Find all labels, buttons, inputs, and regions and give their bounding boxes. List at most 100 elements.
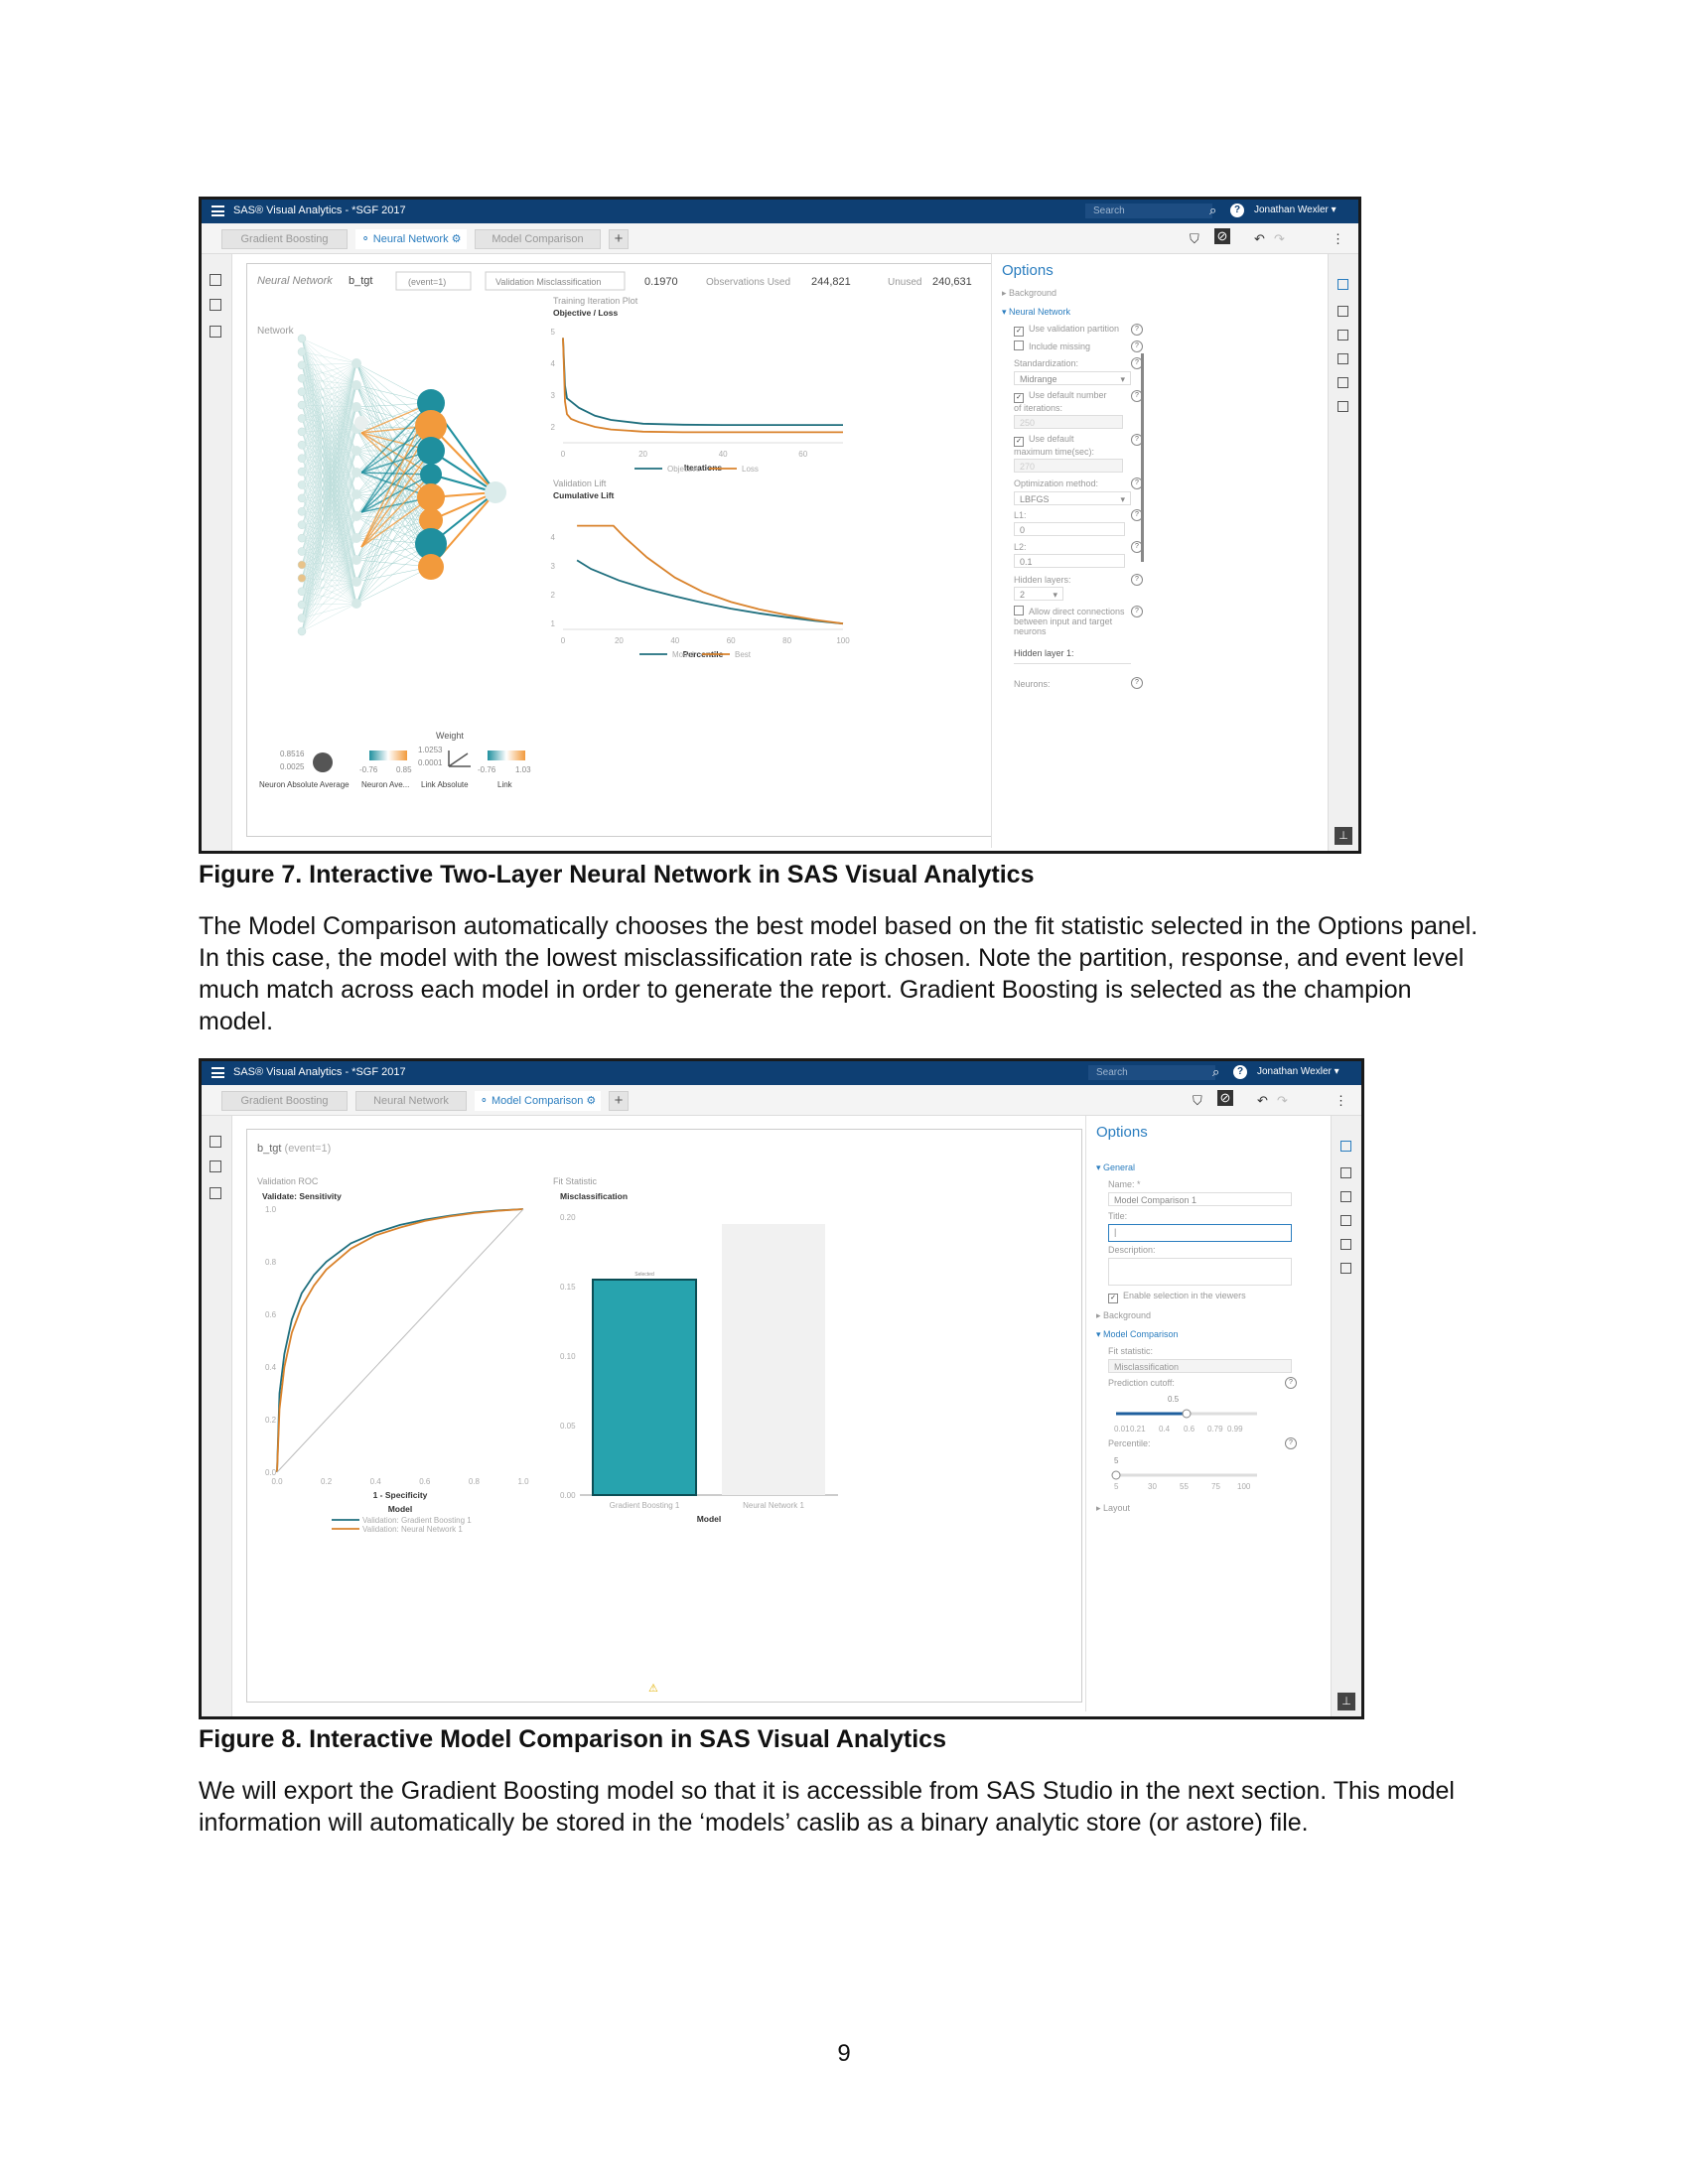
filter-icon[interactable] bbox=[1337, 377, 1348, 388]
prompt-icon[interactable]: ⊘ bbox=[1217, 1090, 1233, 1106]
search-input[interactable]: Search bbox=[1088, 1065, 1215, 1080]
options-scrollbar[interactable] bbox=[1141, 353, 1144, 562]
checkbox-checked[interactable]: ✓ bbox=[1014, 393, 1024, 403]
percentile-slider[interactable]: 5 5 30 55 75 100 bbox=[1108, 1453, 1297, 1499]
checkbox-unchecked[interactable] bbox=[1014, 606, 1024, 615]
rules-icon[interactable] bbox=[1337, 353, 1348, 364]
menu-icon[interactable] bbox=[211, 1067, 224, 1078]
use-validation-checkbox[interactable]: ✓ Use validation partition bbox=[1014, 324, 1119, 337]
actions-icon[interactable] bbox=[1337, 330, 1348, 341]
help-icon[interactable]: ? bbox=[1131, 341, 1143, 352]
data-icon[interactable] bbox=[210, 274, 221, 286]
tab-gradient-boosting[interactable]: Gradient Boosting bbox=[221, 1091, 348, 1111]
input-neuron bbox=[297, 626, 307, 636]
options-icon[interactable] bbox=[1340, 1141, 1351, 1152]
search-icon[interactable]: ⌕ bbox=[1209, 203, 1217, 217]
section-neural-network[interactable]: ▾ Neural Network bbox=[1002, 307, 1071, 317]
optimization-select[interactable]: LBFGS ▾ bbox=[1014, 491, 1131, 505]
filter-icon[interactable]: ⛉ bbox=[1190, 231, 1199, 246]
l2-field[interactable]: 0.1 bbox=[1014, 554, 1125, 568]
pin-icon[interactable]: ⊥ bbox=[1335, 827, 1352, 845]
undo-icon[interactable]: ↶ bbox=[1254, 231, 1265, 246]
user-menu[interactable]: Jonathan Wexler ▾ bbox=[1254, 205, 1336, 215]
section-layout[interactable]: ▸ Layout bbox=[1096, 1503, 1131, 1513]
section-general[interactable]: ▾ General bbox=[1096, 1162, 1136, 1172]
x-tick-label: 20 bbox=[615, 636, 624, 645]
y-tick-label: 1 bbox=[551, 619, 556, 628]
help-icon[interactable]: ? bbox=[1131, 574, 1143, 586]
network-link bbox=[355, 472, 432, 545]
tab-neural-network[interactable]: Neural Network bbox=[355, 1091, 467, 1111]
ranks-icon[interactable] bbox=[1337, 401, 1348, 412]
help-icon[interactable]: ? bbox=[1230, 204, 1244, 217]
add-tab-button[interactable]: + bbox=[609, 229, 629, 249]
help-icon[interactable]: ? bbox=[1131, 677, 1143, 689]
checkbox-checked[interactable]: ✓ bbox=[1014, 327, 1024, 337]
add-tab-button[interactable]: + bbox=[609, 1091, 629, 1111]
filter-icon[interactable] bbox=[1340, 1239, 1351, 1250]
description-field[interactable] bbox=[1108, 1258, 1292, 1286]
default-iterations-checkbox[interactable]: ✓ Use default number of iterations: bbox=[1014, 390, 1113, 413]
tab-neural-network[interactable]: ⚬ Neural Network ⚙ bbox=[355, 229, 467, 249]
section-background[interactable]: ▸ Background bbox=[1002, 288, 1057, 298]
slider-thumb[interactable] bbox=[1111, 1470, 1121, 1480]
roles-icon[interactable] bbox=[1340, 1167, 1351, 1178]
search-icon[interactable]: ⌕ bbox=[1212, 1064, 1220, 1079]
direct-connections-checkbox[interactable]: Allow direct connections between input a… bbox=[1014, 606, 1125, 636]
warning-icon[interactable]: ⚠ bbox=[648, 1683, 658, 1695]
l1-field[interactable]: 0 bbox=[1014, 522, 1125, 536]
statistic-box[interactable] bbox=[485, 271, 626, 291]
cutoff-tick: 0.21 bbox=[1130, 1425, 1146, 1433]
outline-icon[interactable] bbox=[210, 326, 221, 338]
network-title: Network bbox=[257, 326, 295, 337]
fit-statistic-field[interactable]: Misclassification bbox=[1108, 1359, 1292, 1373]
options-icon[interactable] bbox=[1337, 279, 1348, 290]
title-field[interactable]: | bbox=[1108, 1224, 1292, 1242]
section-model-comparison[interactable]: ▾ Model Comparison bbox=[1096, 1329, 1179, 1339]
rules-icon[interactable] bbox=[1340, 1215, 1351, 1226]
tab-model-comparison[interactable]: ⚬ Model Comparison ⚙ bbox=[475, 1091, 601, 1111]
pin-icon[interactable]: ⊥ bbox=[1337, 1693, 1355, 1710]
help-icon[interactable]: ? bbox=[1233, 1065, 1247, 1079]
more-icon[interactable]: ⋮ bbox=[1332, 231, 1344, 246]
default-time-checkbox[interactable]: ✓ Use default maximum time(sec): bbox=[1014, 434, 1113, 457]
help-icon[interactable]: ? bbox=[1131, 324, 1143, 336]
ranks-icon[interactable] bbox=[1340, 1263, 1351, 1274]
time-field[interactable]: 270 bbox=[1014, 459, 1123, 473]
redo-icon[interactable]: ↷ bbox=[1277, 1093, 1288, 1108]
cutoff-slider[interactable]: 0.5 0.01 0.21 0.4 0.6 0.79 0.99 bbox=[1108, 1392, 1297, 1451]
standardization-select[interactable]: Midrange ▾ bbox=[1014, 371, 1131, 385]
tab-gradient-boosting[interactable]: Gradient Boosting bbox=[221, 229, 348, 249]
objects-icon[interactable] bbox=[210, 299, 221, 311]
filter-icon[interactable]: ⛉ bbox=[1193, 1093, 1202, 1108]
menu-icon[interactable] bbox=[211, 205, 224, 216]
section-background[interactable]: ▸ Background bbox=[1096, 1310, 1152, 1320]
tab-model-comparison[interactable]: Model Comparison bbox=[475, 229, 601, 249]
legend-label: Validation: Neural Network 1 bbox=[362, 1525, 463, 1534]
help-icon[interactable]: ? bbox=[1285, 1437, 1297, 1449]
roles-icon[interactable] bbox=[1337, 306, 1348, 317]
checkbox-checked[interactable]: ✓ bbox=[1108, 1294, 1118, 1303]
help-icon[interactable]: ? bbox=[1285, 1377, 1297, 1389]
redo-icon[interactable]: ↷ bbox=[1274, 231, 1285, 246]
event-box[interactable] bbox=[395, 271, 472, 291]
user-menu[interactable]: Jonathan Wexler ▾ bbox=[1257, 1066, 1339, 1077]
outline-icon[interactable] bbox=[210, 1187, 221, 1199]
input-neuron bbox=[297, 520, 307, 529]
checkbox-unchecked[interactable] bbox=[1014, 341, 1024, 350]
help-icon[interactable]: ? bbox=[1131, 606, 1143, 617]
iterations-field[interactable]: 250 bbox=[1014, 415, 1123, 429]
slider-thumb[interactable] bbox=[1182, 1409, 1192, 1419]
hidden-layers-select[interactable]: 2 ▾ bbox=[1014, 587, 1063, 601]
undo-icon[interactable]: ↶ bbox=[1257, 1093, 1268, 1108]
enable-selection-checkbox[interactable]: ✓ Enable selection in the viewers bbox=[1108, 1291, 1246, 1303]
include-missing-checkbox[interactable]: Include missing bbox=[1014, 341, 1090, 351]
actions-icon[interactable] bbox=[1340, 1191, 1351, 1202]
data-icon[interactable] bbox=[210, 1136, 221, 1148]
objects-icon[interactable] bbox=[210, 1160, 221, 1172]
more-icon[interactable]: ⋮ bbox=[1335, 1093, 1347, 1108]
prompt-icon[interactable]: ⊘ bbox=[1214, 228, 1230, 244]
name-field[interactable]: Model Comparison 1 bbox=[1108, 1192, 1292, 1206]
checkbox-checked[interactable]: ✓ bbox=[1014, 437, 1024, 447]
search-input[interactable]: Search bbox=[1085, 204, 1212, 218]
